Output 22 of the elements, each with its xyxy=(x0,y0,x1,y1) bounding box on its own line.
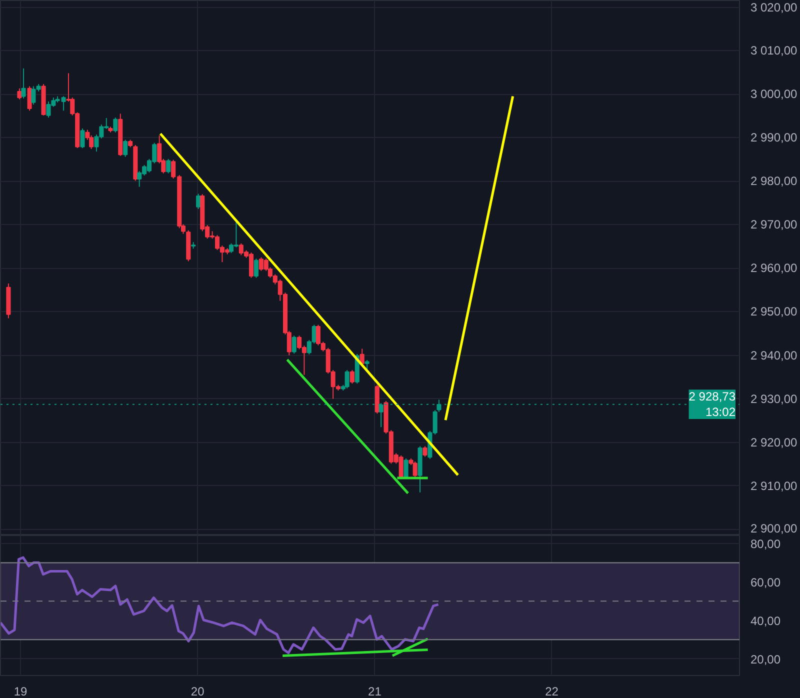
x-tick-label: 22 xyxy=(545,684,559,698)
y-tick-label: 3 010,00 xyxy=(750,44,798,58)
y-tick-label: 2 900,00 xyxy=(750,522,798,536)
y-tick-label: 2 990,00 xyxy=(750,130,798,145)
y-tick-label: 2 960,00 xyxy=(750,261,798,276)
y-tick-label: 2 940,00 xyxy=(750,348,798,362)
y-tick-label: 2 980,00 xyxy=(750,174,798,188)
y-tick-label: 40,00 xyxy=(750,614,781,628)
y-tick-label: 2 950,00 xyxy=(750,304,798,319)
y-tick-label: 2 970,00 xyxy=(750,218,798,232)
ref-line-label: 2 928,73 13:02 xyxy=(688,390,736,420)
y-tick-label: 3 000,00 xyxy=(750,87,798,102)
x-tick-label: 19 xyxy=(14,684,28,698)
y-tick-label: 2 930,00 xyxy=(750,392,798,406)
y-tick-label: 2 910,00 xyxy=(750,478,798,493)
x-tick-label: 20 xyxy=(190,684,205,698)
y-tick-label: 60,00 xyxy=(750,575,781,590)
y-tick-label: 80,00 xyxy=(750,537,781,552)
y-tick-label: 2 920,00 xyxy=(750,435,798,450)
y-tick-label: 3 020,00 xyxy=(750,0,798,14)
x-tick-label: 21 xyxy=(368,684,382,698)
y-tick-label: 20,00 xyxy=(750,652,781,666)
